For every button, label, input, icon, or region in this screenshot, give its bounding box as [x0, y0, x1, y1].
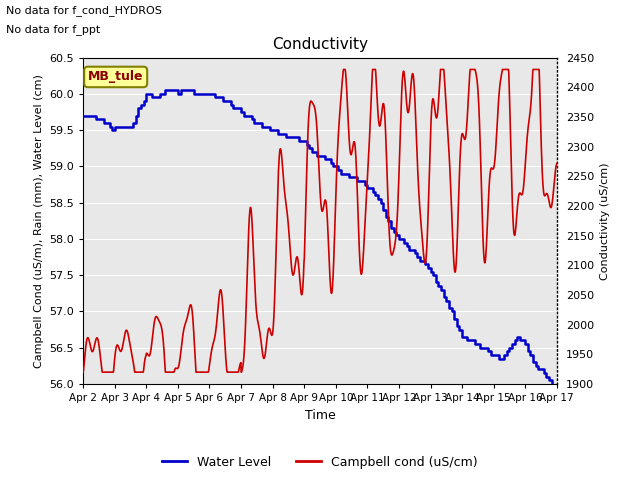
X-axis label: Time: Time: [305, 408, 335, 421]
Y-axis label: Campbell Cond (uS/m), Rain (mm), Water Level (cm): Campbell Cond (uS/m), Rain (mm), Water L…: [34, 74, 44, 368]
Legend: Water Level, Campbell cond (uS/cm): Water Level, Campbell cond (uS/cm): [157, 451, 483, 474]
Text: No data for f_ppt: No data for f_ppt: [6, 24, 100, 35]
Title: Conductivity: Conductivity: [272, 37, 368, 52]
Y-axis label: Conductivity (uS/cm): Conductivity (uS/cm): [600, 162, 610, 279]
Text: MB_tule: MB_tule: [88, 71, 143, 84]
Text: No data for f_cond_HYDROS: No data for f_cond_HYDROS: [6, 5, 163, 16]
